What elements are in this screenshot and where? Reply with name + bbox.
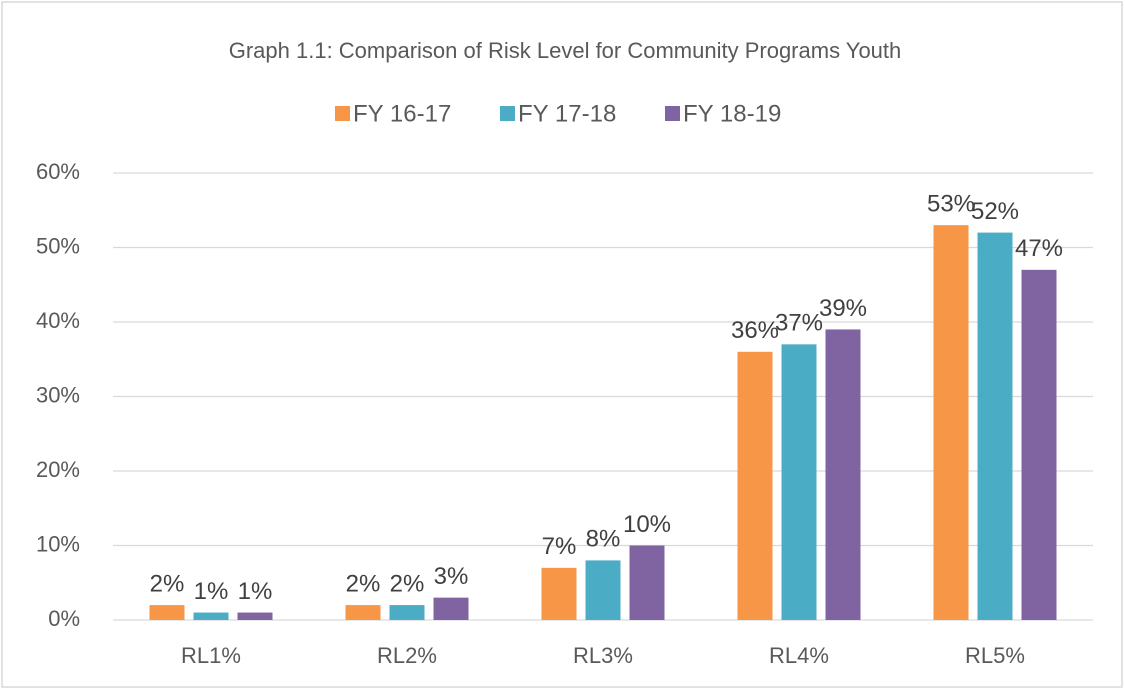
y-tick-label: 10%	[36, 531, 80, 556]
bar	[389, 605, 425, 620]
data-label: 1%	[238, 578, 273, 605]
bar	[825, 329, 861, 620]
bar	[737, 351, 773, 620]
data-label: 1%	[194, 578, 229, 605]
bar	[193, 612, 229, 620]
legend-swatch	[665, 106, 680, 121]
data-label: 2%	[150, 570, 185, 597]
chart-title: Graph 1.1: Comparison of Risk Level for …	[229, 38, 902, 63]
bar	[1021, 269, 1057, 620]
x-tick-label: RL3%	[573, 643, 633, 668]
bar	[585, 560, 621, 620]
bar	[541, 567, 577, 620]
data-label: 39%	[819, 295, 867, 322]
bar	[433, 597, 469, 620]
data-label: 47%	[1015, 235, 1063, 262]
bar	[781, 344, 817, 620]
data-label: 2%	[346, 570, 381, 597]
y-tick-label: 50%	[36, 233, 80, 258]
x-tick-label: RL2%	[377, 643, 437, 668]
data-label: 37%	[775, 310, 823, 337]
legend-swatch	[500, 106, 515, 121]
y-tick-label: 0%	[48, 606, 80, 631]
legend-swatch	[335, 106, 350, 121]
x-tick-label: RL4%	[769, 643, 829, 668]
data-label: 36%	[731, 317, 779, 344]
data-label: 3%	[434, 563, 469, 590]
data-label: 10%	[623, 511, 671, 538]
bar	[149, 605, 185, 620]
bar	[345, 605, 381, 620]
y-tick-label: 30%	[36, 382, 80, 407]
y-tick-label: 40%	[36, 308, 80, 333]
data-label: 2%	[390, 570, 425, 597]
bar	[237, 612, 273, 620]
data-label: 7%	[542, 533, 577, 560]
legend-label: FY 16-17	[353, 100, 451, 127]
legend-label: FY 17-18	[518, 100, 616, 127]
y-tick-label: 20%	[36, 457, 80, 482]
data-label: 52%	[971, 198, 1019, 225]
data-label: 8%	[586, 526, 621, 553]
data-label: 53%	[927, 190, 975, 217]
x-tick-label: RL5%	[965, 643, 1025, 668]
y-tick-label: 60%	[36, 159, 80, 184]
bar	[629, 545, 665, 620]
x-tick-label: RL1%	[181, 643, 241, 668]
bar	[933, 225, 969, 620]
bar	[977, 232, 1013, 620]
legend-label: FY 18-19	[683, 100, 781, 127]
